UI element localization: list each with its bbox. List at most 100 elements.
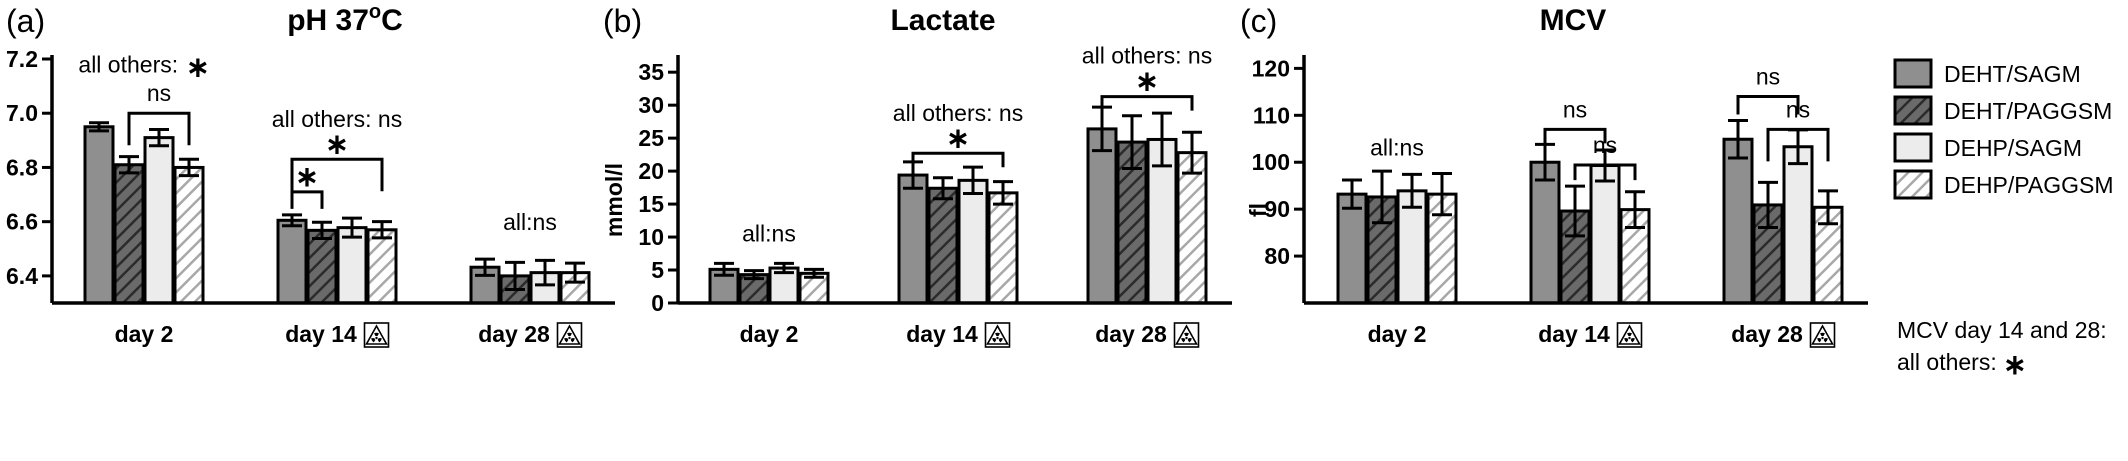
y-tick-label: 30 bbox=[638, 92, 664, 118]
panel-letter: (c) bbox=[1240, 3, 1277, 39]
panel-title: Lactate bbox=[890, 4, 995, 37]
bracket-label: ns bbox=[1563, 96, 1587, 122]
legend-label: DEHP/SAGM bbox=[1944, 135, 2082, 161]
x-category: day 14 bbox=[285, 321, 390, 348]
legend-label: DEHP/PAGGSM bbox=[1944, 172, 2114, 198]
bar bbox=[957, 178, 989, 305]
error-bar bbox=[1758, 180, 1778, 229]
significance-bracket: ns bbox=[127, 80, 191, 146]
radiation-icon bbox=[363, 322, 390, 348]
error-bar bbox=[714, 261, 734, 277]
asterisk-icon: ∗ bbox=[1135, 66, 1158, 97]
y-axis-label: fl bbox=[1245, 203, 1271, 217]
significance-bracket: ns bbox=[1766, 96, 1830, 162]
error-bar bbox=[744, 269, 764, 281]
legend-label: DEHT/PAGGSM bbox=[1944, 98, 2112, 124]
error-bar bbox=[1818, 189, 1838, 226]
error-bar bbox=[774, 261, 794, 275]
radiation-icon bbox=[556, 322, 583, 348]
error-bars bbox=[89, 121, 585, 291]
bar bbox=[1176, 151, 1208, 305]
note-line-1: MCV day 14 and 28: bbox=[1897, 317, 2107, 343]
y-tick-label: 6.4 bbox=[6, 263, 38, 289]
error-bar bbox=[89, 121, 109, 133]
significance-bracket: ∗ bbox=[911, 122, 1005, 168]
error-bar bbox=[475, 257, 495, 277]
asterisk-icon: ∗ bbox=[186, 52, 209, 83]
legend-label: DEHT/SAGM bbox=[1944, 61, 2081, 87]
note: MCV day 14 and 28: all others: ∗ bbox=[1897, 317, 2107, 380]
asterisk-icon: ∗ bbox=[2003, 349, 2026, 380]
bar bbox=[143, 136, 175, 305]
significance-bracket: ∗ bbox=[290, 128, 384, 192]
error-bar bbox=[149, 127, 169, 148]
panel-letter: (b) bbox=[603, 3, 642, 39]
legend-swatch bbox=[1893, 169, 1933, 200]
y-tick-label: 20 bbox=[638, 158, 664, 184]
bar bbox=[897, 173, 929, 305]
error-bar bbox=[179, 157, 199, 178]
y-axis-ticks: 0 5 10 15 20 25 30 35 bbox=[638, 59, 678, 316]
x-category-label: day 14 bbox=[1538, 321, 1610, 347]
y-tick-label: 5 bbox=[651, 257, 664, 283]
y-tick-label: 80 bbox=[1264, 243, 1290, 269]
bar bbox=[113, 163, 145, 305]
panel-title: MCV bbox=[1540, 4, 1607, 37]
annotations: all:ns all others: ns all others: ns bbox=[742, 43, 1212, 247]
x-category: day 28 bbox=[1095, 321, 1200, 348]
bar bbox=[173, 165, 205, 305]
error-bar bbox=[993, 180, 1013, 206]
bar bbox=[1529, 160, 1561, 305]
x-category-label: day 14 bbox=[906, 321, 978, 347]
y-axis-ticks: 80 90 100 110 120 bbox=[1252, 55, 1304, 269]
asterisk-icon: ∗ bbox=[325, 128, 348, 159]
bar bbox=[927, 186, 959, 305]
y-tick-label: 120 bbox=[1252, 55, 1290, 81]
bar bbox=[276, 218, 308, 305]
asterisk-icon: ∗ bbox=[946, 122, 969, 153]
annotation: all others: ∗ bbox=[78, 52, 209, 83]
bar bbox=[83, 125, 115, 305]
bar bbox=[306, 228, 338, 305]
axes bbox=[1302, 55, 1868, 305]
annotation: all others: ns bbox=[893, 100, 1023, 126]
annotation: all:ns bbox=[1370, 135, 1424, 161]
bar bbox=[987, 191, 1019, 305]
bar bbox=[366, 228, 398, 305]
legend-item: DEHT/SAGM bbox=[1893, 58, 2081, 89]
x-category: day 28 bbox=[478, 321, 583, 348]
bar bbox=[336, 226, 368, 305]
axes bbox=[50, 55, 615, 305]
x-category-label: day 2 bbox=[1368, 321, 1427, 347]
y-tick-label: 35 bbox=[638, 59, 664, 85]
x-category: day 2 bbox=[740, 321, 799, 347]
error-bar bbox=[342, 216, 362, 239]
error-bar bbox=[312, 220, 332, 240]
bar bbox=[1782, 145, 1814, 305]
error-bar bbox=[565, 261, 585, 284]
annotations: all:ns bbox=[1370, 135, 1424, 161]
legend-item: DEHP/SAGM bbox=[1893, 132, 2082, 163]
error-bar bbox=[1122, 114, 1142, 170]
legend-item: DEHP/PAGGSM bbox=[1893, 169, 2114, 200]
error-bar bbox=[1342, 178, 1362, 210]
error-bar bbox=[804, 267, 824, 279]
x-category-label: day 28 bbox=[1731, 321, 1803, 347]
error-bar bbox=[1152, 111, 1172, 168]
x-category: day 14 bbox=[1538, 321, 1643, 348]
y-tick-label: 25 bbox=[638, 125, 664, 151]
y-tick-label: 6.8 bbox=[6, 154, 38, 180]
bar bbox=[1336, 192, 1368, 305]
error-bars bbox=[714, 105, 1202, 281]
annotation: all:ns bbox=[742, 221, 796, 247]
radiation-icon bbox=[984, 322, 1011, 348]
x-category: day 28 bbox=[1731, 321, 1836, 348]
panel-a: (a) pH 37oC 6.46.66.87.07.2 ns∗∗ all oth… bbox=[6, 1, 615, 348]
error-bar bbox=[372, 220, 392, 240]
error-bar bbox=[933, 176, 953, 201]
legend-swatch bbox=[1893, 58, 1933, 89]
asterisk-icon: ∗ bbox=[295, 161, 318, 192]
significance-bracket: ns bbox=[1573, 132, 1637, 181]
